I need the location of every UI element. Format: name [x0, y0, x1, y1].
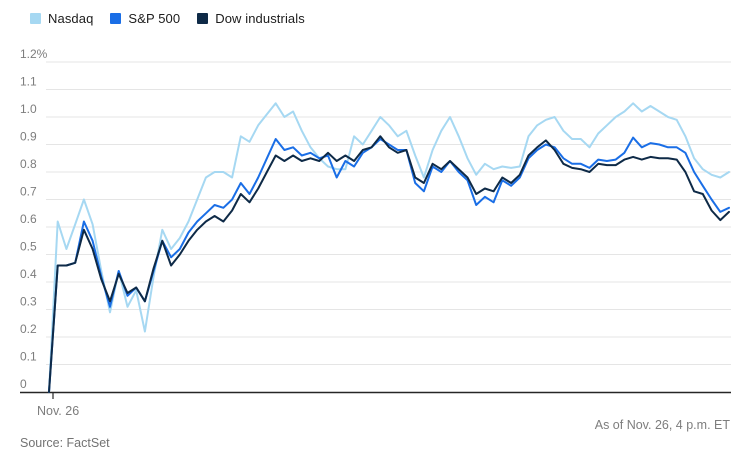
y-axis-label: 0 — [20, 377, 27, 391]
y-axis-label: 0.5 — [20, 240, 37, 254]
line-chart-canvas: 1.2% 1.1 1.0 0.9 0.8 0.7 0.6 0.5 0.4 0.3 0.2 0.1 0 No… — [20, 47, 731, 418]
y-gridlines — [46, 61, 731, 365]
chart-legend: Nasdaq S&P 500 Dow industrials — [30, 11, 305, 26]
nasdaq-legend-label: Nasdaq — [48, 11, 94, 26]
y-axis-label: 0.1 — [20, 350, 37, 364]
y-axis-label: 0.6 — [20, 212, 37, 226]
as-of-note: As of Nov. 26, 4 p.m. ET — [594, 418, 730, 432]
dow-legend-label: Dow industrials — [215, 11, 305, 26]
y-axis-label: 1.0 — [20, 102, 37, 116]
legend-item-nasdaq: Nasdaq — [30, 11, 93, 26]
source-note: Source: FactSet — [20, 436, 110, 450]
dow-industrials-line — [48, 135, 730, 393]
y-axis-label: 0.9 — [20, 130, 37, 144]
legend-item-dow: Dow industrials — [197, 11, 305, 26]
dow-color-swatch — [197, 13, 209, 24]
nasdaq-line — [48, 102, 730, 393]
nasdaq-color-swatch — [30, 13, 41, 24]
sp500-legend-label: S&P 500 — [128, 11, 181, 26]
x-axis-label: Nov. 26 — [37, 404, 79, 418]
y-axis-label: 0.4 — [20, 267, 37, 281]
s-p-500-line — [48, 136, 730, 393]
y-axis-label: 0.8 — [20, 157, 37, 171]
y-axis-label: 0.7 — [20, 185, 37, 199]
y-axis-label: 0.2 — [20, 322, 37, 336]
y-axis-labels: 1.2% 1.1 1.0 0.9 0.8 0.7 0.6 0.5 0.4 0.3 0.2 0.1 0 — [20, 47, 48, 391]
legend-item-sp500: S&P 500 — [110, 11, 180, 26]
y-axis-label: 1.1 — [20, 75, 37, 89]
y-axis-label: 0.3 — [20, 295, 37, 309]
sp500-color-swatch — [110, 13, 122, 24]
y-axis-label: 1.2% — [20, 47, 48, 61]
